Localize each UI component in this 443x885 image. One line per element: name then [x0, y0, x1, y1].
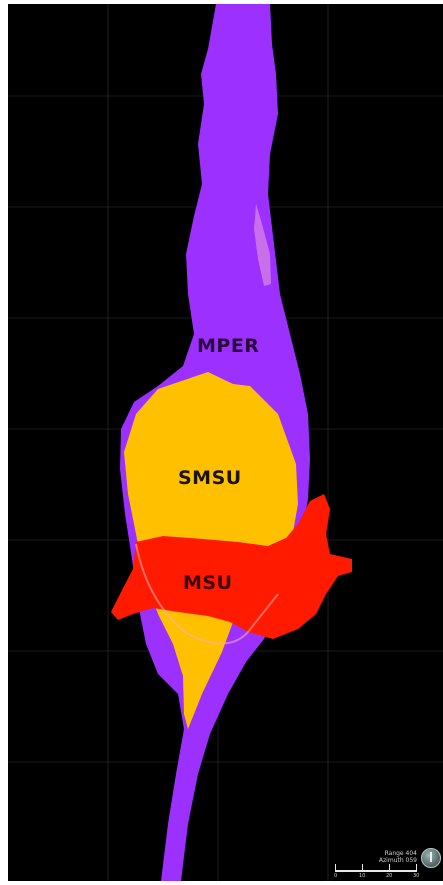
- mper-highlight-streak: [254, 204, 271, 286]
- scale-tick: [416, 864, 417, 870]
- mper-label: MPER: [197, 335, 260, 357]
- msu-label: MSU: [183, 572, 233, 594]
- compass-icon[interactable]: [421, 848, 441, 868]
- scale-tick-label: 20: [386, 873, 393, 879]
- range-readout: Range 404: [384, 850, 417, 857]
- scale-tick: [362, 864, 363, 870]
- scale-tick-label: 30: [413, 873, 420, 879]
- msu-region: [111, 494, 352, 639]
- scale-bar: Range 404 Azimuth 059 0 10 20 30: [333, 846, 443, 880]
- scale-bar-line: [335, 870, 417, 872]
- msu-inner-outline: [135, 543, 279, 645]
- map-viewport[interactable]: MPER SMSU MSU Range 404 Azimuth 059 0 10…: [8, 4, 443, 881]
- scale-tick-label: 0: [334, 873, 338, 879]
- azimuth-readout: Azimuth 059: [378, 857, 417, 864]
- scale-tick: [389, 864, 390, 870]
- smsu-label: SMSU: [178, 467, 242, 489]
- scale-tick: [335, 864, 336, 870]
- map-scene: [8, 4, 443, 881]
- scale-tick-label: 10: [359, 873, 366, 879]
